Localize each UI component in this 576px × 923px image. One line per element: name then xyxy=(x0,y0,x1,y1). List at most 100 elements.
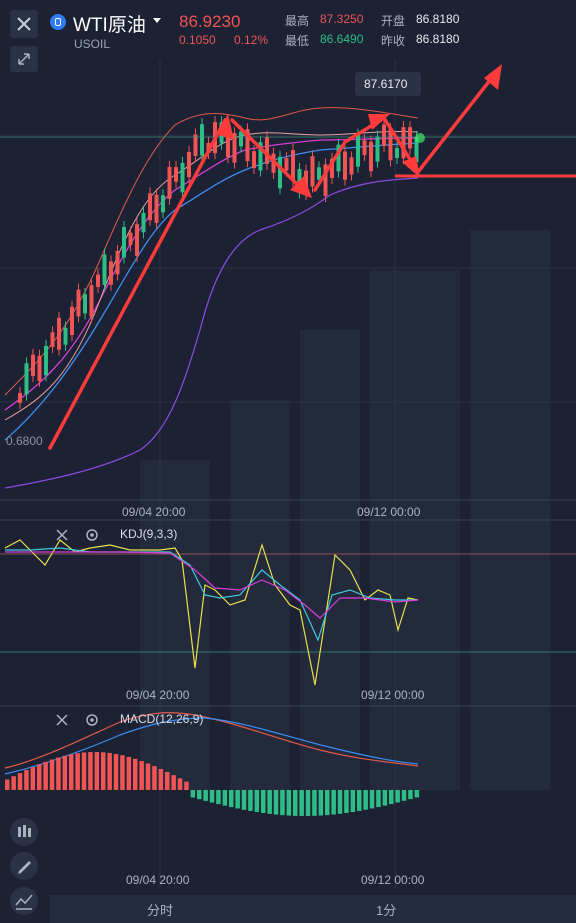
indicator-button[interactable] xyxy=(10,887,38,915)
macd-bar xyxy=(145,763,151,790)
macd-bar xyxy=(312,790,317,816)
macd-bar xyxy=(113,753,119,790)
prev-close-value: 86.8180 xyxy=(416,32,460,46)
macd-bar xyxy=(75,753,80,790)
candle-body xyxy=(128,232,133,246)
macd-bar xyxy=(222,790,228,806)
macd-bar xyxy=(88,752,93,790)
arrow-heads xyxy=(216,64,502,198)
candle-body xyxy=(57,317,61,350)
candle-body xyxy=(83,294,87,314)
symbol-code: USOIL xyxy=(74,37,111,51)
candle-body xyxy=(265,137,269,164)
candle-body xyxy=(239,131,243,147)
candle-body xyxy=(388,129,393,161)
tab-timeshare[interactable]: 分时 xyxy=(147,903,174,918)
macd-bar xyxy=(229,790,234,808)
candle-body xyxy=(408,127,412,149)
macd-bar xyxy=(101,752,106,790)
candle-body xyxy=(115,251,120,275)
draw-button[interactable] xyxy=(10,852,38,880)
price-change-percent: 0.12% xyxy=(234,33,269,47)
candles-button[interactable] xyxy=(10,818,38,846)
main-time-label-1: 09/04 20:00 xyxy=(122,505,186,519)
macd-bar xyxy=(133,758,138,790)
arrow-up-3 xyxy=(416,68,500,174)
expand-button[interactable] xyxy=(10,46,38,72)
tab-1min[interactable]: 1分 xyxy=(376,903,397,918)
candle-body xyxy=(343,151,347,180)
candle-body xyxy=(317,167,321,180)
macd-bar xyxy=(318,790,324,816)
macd-bar xyxy=(261,790,266,814)
macd-dea-line xyxy=(4,717,419,775)
pencil-icon xyxy=(18,861,31,874)
kdj-time-label-1: 09/04 20:00 xyxy=(126,688,190,702)
kdj-close-icon[interactable] xyxy=(55,528,69,542)
macd-bar xyxy=(305,790,311,816)
macd-bar xyxy=(414,790,420,798)
macd-bar xyxy=(254,790,260,813)
macd-bar xyxy=(293,790,298,816)
interval-tabbar xyxy=(50,895,576,923)
macd-close-icon[interactable] xyxy=(55,713,69,727)
candle-body xyxy=(37,355,42,381)
macd-bar xyxy=(299,790,304,816)
macd-time-label-2: 09/12 00:00 xyxy=(361,873,425,887)
candle-body xyxy=(414,137,419,163)
macd-bar xyxy=(209,790,215,803)
candle-body xyxy=(323,164,328,197)
close-icon xyxy=(17,17,31,31)
macd-bar xyxy=(401,790,407,801)
candle-body xyxy=(109,261,113,285)
candle-body xyxy=(148,193,152,221)
candlestick-series xyxy=(18,116,419,409)
candle-body xyxy=(401,127,406,159)
kdj-time-label-2: 09/12 00:00 xyxy=(361,688,425,702)
candle-body xyxy=(76,289,81,317)
candle-body xyxy=(167,166,172,199)
symbol-name[interactable]: WTI原油 xyxy=(73,15,146,36)
macd-bar xyxy=(337,790,343,814)
macd-bar xyxy=(171,775,176,790)
candle-body xyxy=(50,332,55,347)
open-label: 开盘 xyxy=(381,14,406,28)
candle-body xyxy=(135,224,139,256)
arrow-head-4 xyxy=(402,156,420,178)
macd-bar xyxy=(94,752,100,790)
macd-dif-line xyxy=(4,712,419,769)
arrow-head-3 xyxy=(368,114,390,130)
macd-bar xyxy=(369,790,375,809)
macd-bar xyxy=(389,790,394,805)
high-label: 最高 xyxy=(285,14,310,28)
candle-body xyxy=(356,134,360,167)
main-time-label-2: 09/12 00:00 xyxy=(357,505,421,519)
candle-body xyxy=(284,158,289,171)
boll-lower-line xyxy=(4,177,419,489)
macd-gear-icon[interactable] xyxy=(85,713,99,727)
macd-bar xyxy=(376,790,381,808)
candlestick-icon xyxy=(18,825,31,837)
candle-body xyxy=(89,285,94,317)
kdj-d-line xyxy=(5,551,419,619)
macd-bar xyxy=(24,770,29,790)
macd-bar xyxy=(120,755,125,790)
low-label: 最低 xyxy=(285,34,310,48)
macd-bar xyxy=(357,790,362,811)
kdj-gear-icon[interactable] xyxy=(85,528,99,542)
high-value: 87.3250 xyxy=(320,12,364,26)
macd-bar xyxy=(408,790,413,800)
candle-body xyxy=(96,274,100,287)
macd-bar xyxy=(5,779,10,790)
close-button[interactable] xyxy=(10,10,38,38)
candle-body xyxy=(187,152,191,178)
candle-body xyxy=(102,254,107,285)
candle-body xyxy=(122,227,126,258)
candle-body xyxy=(226,132,230,158)
open-value: 86.8180 xyxy=(416,12,460,26)
ma-line-1 xyxy=(4,142,419,441)
candle-body xyxy=(245,129,250,162)
chevron-down-icon[interactable] xyxy=(153,18,161,23)
current-price-dot xyxy=(415,133,425,143)
